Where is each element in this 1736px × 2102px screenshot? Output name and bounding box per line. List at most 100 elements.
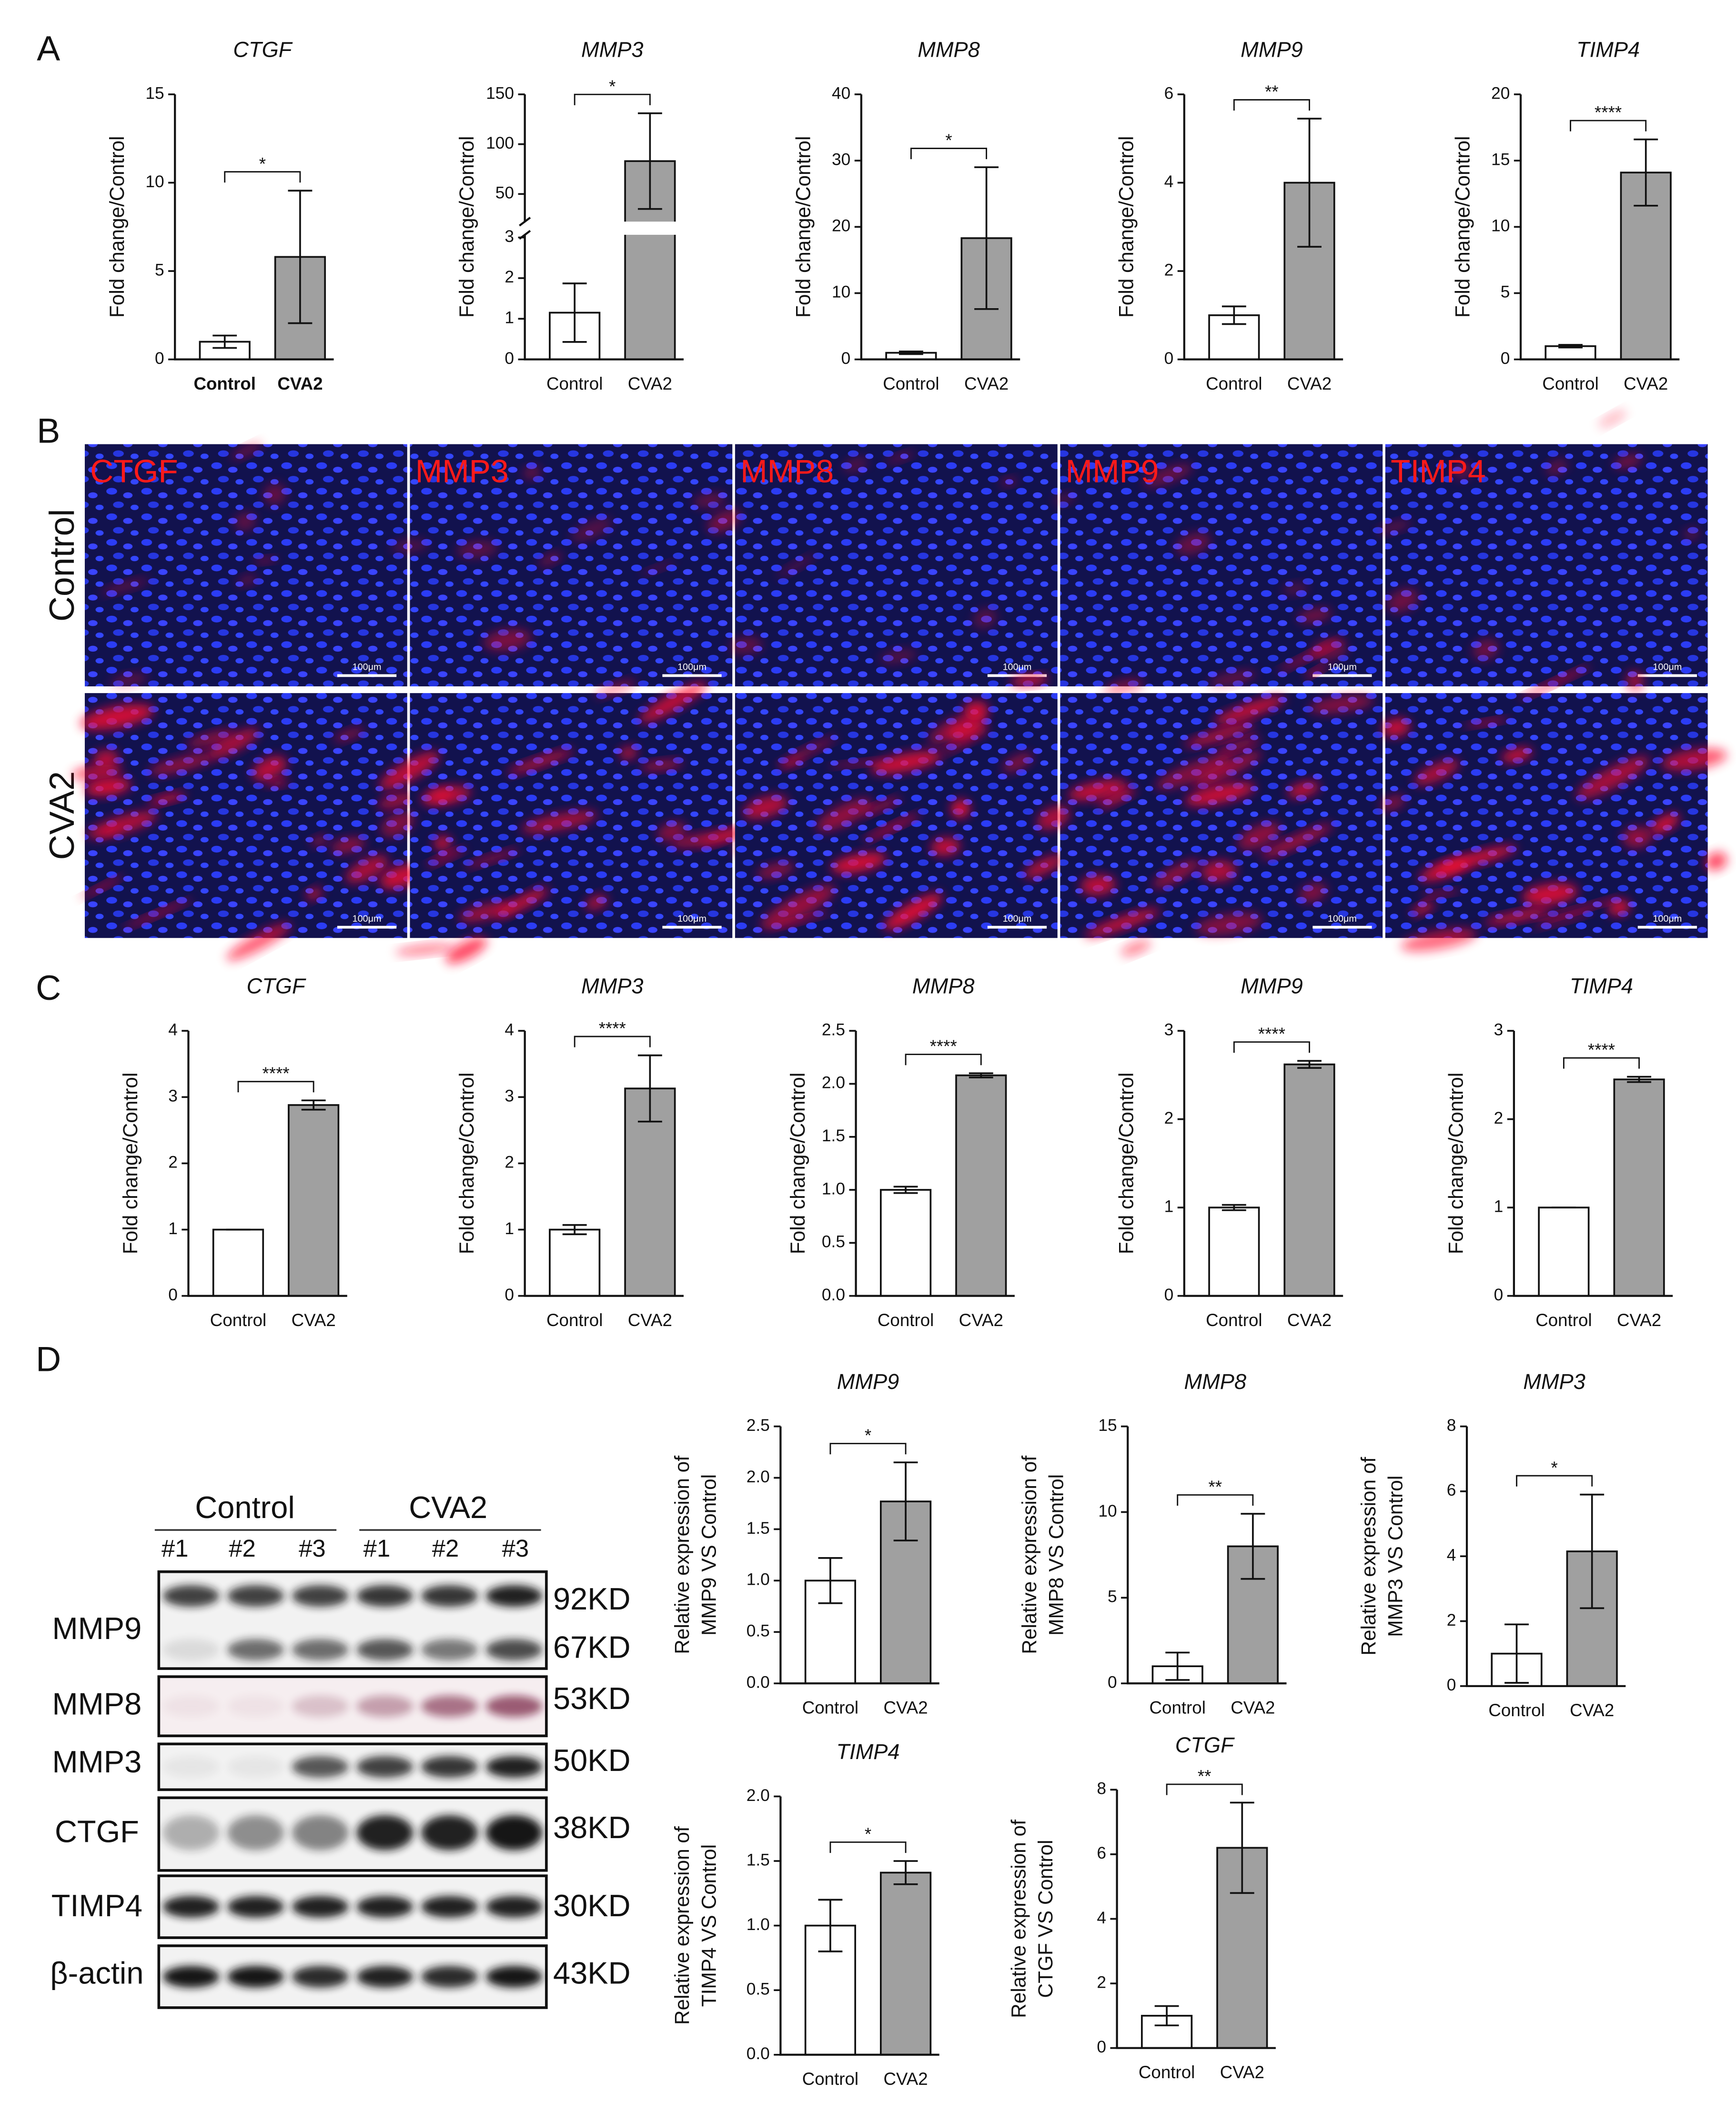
error-bar bbox=[1634, 138, 1658, 207]
panel-label: D bbox=[36, 1339, 61, 1378]
stain-signal bbox=[1625, 671, 1645, 692]
stain-signal bbox=[1545, 459, 1568, 476]
bar bbox=[549, 1228, 601, 1297]
row-label: Control bbox=[42, 509, 81, 622]
stain-signal bbox=[1420, 889, 1461, 898]
blot-band bbox=[227, 1896, 284, 1918]
x-tick-label: Control bbox=[802, 2069, 858, 2089]
stain-signal bbox=[639, 681, 707, 723]
stain-signal bbox=[379, 752, 440, 790]
y-axis-label: Fold change/Control bbox=[455, 1073, 478, 1254]
x-tick-label: Control bbox=[1488, 1700, 1544, 1720]
y-tick-label: 2.5 bbox=[822, 1020, 845, 1039]
blot-band bbox=[356, 1639, 414, 1661]
stain-signal bbox=[1519, 666, 1591, 699]
y-axis-label: TIMP4 VS Control bbox=[698, 1844, 720, 2007]
significance-bracket bbox=[905, 1054, 982, 1066]
scale-bar-label: 100μm bbox=[677, 914, 707, 924]
stain-signal bbox=[973, 608, 997, 629]
stain-signal bbox=[951, 799, 970, 818]
significance-bracket bbox=[1177, 1494, 1254, 1506]
y-tick-label: 1 bbox=[505, 1219, 514, 1238]
y-tick-label: 20 bbox=[832, 217, 850, 235]
y-tick-label: 2.0 bbox=[747, 1468, 770, 1486]
stain-signal bbox=[1120, 940, 1151, 956]
y-tick-label: 4 bbox=[1097, 1909, 1106, 1927]
blot-band bbox=[292, 1896, 349, 1918]
stain-signal bbox=[1277, 638, 1343, 673]
x-tick-label: Control bbox=[1150, 1698, 1206, 1718]
error-bar bbox=[893, 1461, 918, 1542]
significance-label: ** bbox=[1198, 1767, 1211, 1786]
blot-band bbox=[162, 1896, 220, 1918]
stain-signal bbox=[391, 539, 429, 553]
y-tick-label: 2 bbox=[1494, 1109, 1504, 1127]
error-bar bbox=[974, 166, 999, 310]
scale-bar-label: 100μm bbox=[1653, 914, 1682, 924]
blot-band bbox=[162, 1815, 220, 1851]
size-label: 92KD bbox=[553, 1581, 631, 1616]
chart-title: MMP8 bbox=[1184, 1369, 1247, 1394]
stain-signal bbox=[585, 895, 608, 910]
stain-signal bbox=[345, 855, 389, 884]
size-label: 38KD bbox=[553, 1810, 631, 1845]
y-axis-label: Relative expression of bbox=[1357, 1457, 1380, 1656]
significance-bracket bbox=[1233, 1041, 1310, 1053]
y-axis-label: Fold change/Control bbox=[787, 1073, 809, 1254]
stain-signal bbox=[1522, 883, 1578, 905]
y-tick-label: 0.0 bbox=[747, 2044, 770, 2063]
error-bar bbox=[1297, 1060, 1322, 1069]
bar bbox=[879, 1871, 932, 2056]
size-label: 67KD bbox=[553, 1630, 631, 1665]
significance-label: * bbox=[865, 1426, 871, 1445]
y-tick-label: 6 bbox=[1097, 1844, 1106, 1862]
significance-label: **** bbox=[930, 1036, 957, 1056]
axis-break bbox=[523, 221, 685, 235]
bar bbox=[955, 1074, 1007, 1297]
stain-signal bbox=[1380, 795, 1406, 811]
stain-signal bbox=[861, 797, 901, 816]
significance-label: ** bbox=[1265, 82, 1279, 101]
y-tick-label: 0.0 bbox=[822, 1286, 845, 1304]
stain-signal bbox=[930, 837, 960, 856]
chart-title: MMP8 bbox=[912, 974, 975, 998]
stain-signal bbox=[1192, 751, 1262, 787]
y-tick-label: 1.0 bbox=[822, 1179, 845, 1198]
stain-label: MMP8 bbox=[740, 454, 834, 490]
stain-signal bbox=[816, 798, 873, 832]
stain-signal bbox=[1382, 718, 1410, 737]
stain-signal bbox=[1419, 859, 1471, 881]
y-tick-label: 1 bbox=[1164, 1197, 1174, 1216]
stain-signal bbox=[237, 574, 258, 586]
stain-signal bbox=[226, 923, 292, 961]
stain-signal bbox=[1532, 911, 1593, 929]
error-bar bbox=[898, 351, 923, 355]
stain-signal bbox=[770, 912, 832, 929]
group-label: CVA2 bbox=[409, 1490, 487, 1525]
size-label: 53KD bbox=[553, 1681, 631, 1716]
y-tick-label: 2 bbox=[1447, 1611, 1456, 1629]
blot-band bbox=[421, 1815, 478, 1851]
y-axis-label: Relative expression of bbox=[671, 1456, 693, 1654]
y-tick-label: 1 bbox=[1494, 1197, 1504, 1216]
stain-signal bbox=[186, 730, 234, 748]
y-tick-label: 50 bbox=[495, 184, 514, 202]
blot-background bbox=[157, 1874, 548, 1939]
stain-signal bbox=[693, 493, 726, 508]
y-tick-label: 15 bbox=[1098, 1416, 1117, 1435]
blot-band bbox=[421, 1695, 478, 1717]
stain-signal bbox=[1184, 782, 1255, 806]
y-tick-label: 2 bbox=[505, 268, 514, 286]
x-tick-label: Control bbox=[878, 1310, 934, 1330]
protein-label: MMP3 bbox=[52, 1744, 142, 1779]
bar bbox=[1538, 1207, 1590, 1297]
y-tick-label: 0 bbox=[1108, 1673, 1117, 1691]
stain-signal bbox=[464, 848, 521, 868]
stain-signal bbox=[1260, 824, 1333, 859]
x-tick-label: CVA2 bbox=[964, 374, 1009, 393]
x-tick-label: CVA2 bbox=[277, 374, 323, 393]
y-tick-label: 1.5 bbox=[747, 1519, 770, 1538]
y-tick-label: 0 bbox=[505, 349, 514, 368]
y-tick-label: 2 bbox=[1097, 1973, 1106, 1991]
stain-signal bbox=[1705, 852, 1727, 871]
